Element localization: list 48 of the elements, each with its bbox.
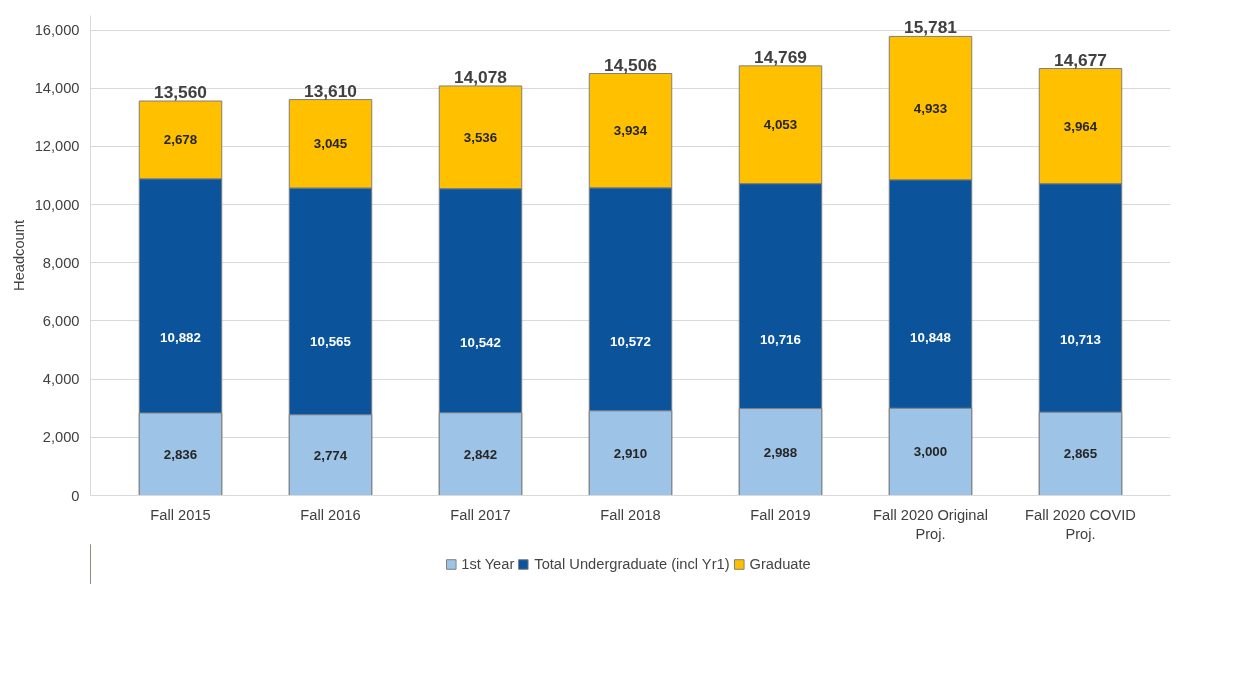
x-tick-label: Fall 2016 bbox=[300, 506, 361, 523]
annotation: 15,781 bbox=[904, 17, 958, 38]
data-label: 3,934 bbox=[613, 123, 648, 139]
y-axis-title: Headcount bbox=[10, 220, 27, 291]
y-tick-label: 16,000 bbox=[34, 22, 80, 39]
data-label: 2,910 bbox=[613, 445, 648, 461]
data-label: 4,933 bbox=[913, 100, 948, 116]
data-label: 2,836 bbox=[163, 446, 198, 462]
x-tick-label: Fall 2020 COVID Proj. bbox=[1025, 506, 1136, 542]
data-label: 3,536 bbox=[463, 129, 498, 145]
y-tick-label: 12,000 bbox=[34, 138, 80, 155]
data-label: 2,774 bbox=[313, 447, 348, 463]
annotation: 14,677 bbox=[1054, 49, 1107, 70]
x-tick-label: Fall 2019 bbox=[750, 506, 811, 523]
y-tick-label: 14,000 bbox=[34, 80, 80, 97]
annotation: 14,506 bbox=[604, 54, 658, 75]
data-label: 10,716 bbox=[760, 332, 801, 348]
legend-label: Total Undergraduate (incl Yr1) bbox=[534, 556, 730, 572]
data-label: 4,053 bbox=[763, 117, 798, 133]
data-label: 10,882 bbox=[160, 329, 201, 345]
annotation: 14,078 bbox=[454, 66, 508, 87]
annotation: 14,769 bbox=[754, 46, 807, 67]
data-label: 2,842 bbox=[463, 446, 498, 462]
legend-label: Graduate bbox=[749, 556, 811, 572]
y-tick-label: 2,000 bbox=[42, 429, 80, 446]
y-tick-label: 6,000 bbox=[42, 312, 80, 329]
data-label: 10,572 bbox=[610, 334, 651, 350]
x-tick-label: Fall 2020 Original Proj. bbox=[873, 506, 988, 542]
data-label: 3,964 bbox=[1063, 118, 1098, 134]
x-tick-label: Fall 2018 bbox=[600, 506, 661, 523]
data-label: 10,848 bbox=[910, 330, 951, 346]
y-tick-label: 10,000 bbox=[34, 196, 80, 213]
legend-label: 1st Year bbox=[461, 556, 515, 572]
data-label: 3,045 bbox=[313, 136, 348, 152]
y-tick-label: 4,000 bbox=[42, 371, 80, 388]
data-label: 2,678 bbox=[163, 132, 198, 148]
y-tick-label: 8,000 bbox=[42, 254, 80, 271]
annotation: 13,610 bbox=[304, 80, 357, 101]
y-tick-label: 0 bbox=[71, 487, 80, 504]
data-label: 2,988 bbox=[763, 444, 798, 460]
data-label: 2,865 bbox=[1063, 446, 1098, 462]
x-tick-label: Fall 2015 bbox=[150, 506, 211, 523]
data-label: 10,713 bbox=[1060, 332, 1101, 348]
data-label: 10,542 bbox=[460, 334, 501, 350]
data-label: 10,565 bbox=[310, 334, 352, 350]
x-tick-label: Fall 2017 bbox=[450, 506, 511, 523]
annotation: 13,560 bbox=[154, 82, 207, 103]
data-label: 3,000 bbox=[913, 444, 948, 460]
